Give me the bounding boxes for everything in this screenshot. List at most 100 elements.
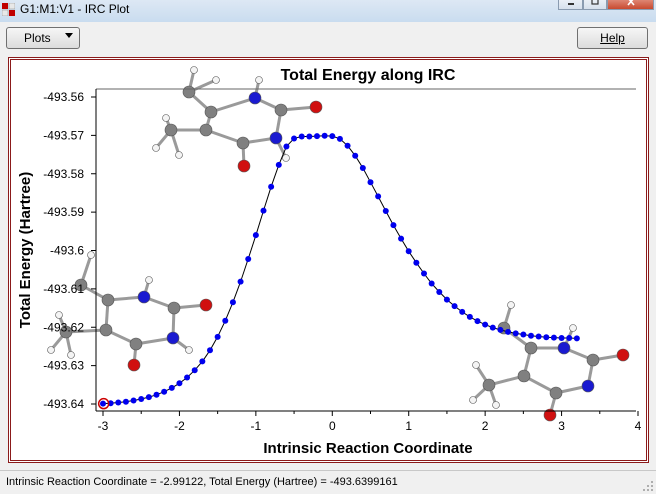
data-point[interactable] xyxy=(436,288,443,295)
data-point[interactable] xyxy=(138,396,145,403)
data-point[interactable] xyxy=(291,135,298,142)
data-point[interactable] xyxy=(161,388,168,395)
atom xyxy=(55,311,63,319)
data-point[interactable] xyxy=(229,299,236,306)
data-point[interactable] xyxy=(405,248,412,255)
close-button[interactable] xyxy=(607,0,654,10)
data-point[interactable] xyxy=(184,374,191,381)
data-point[interactable] xyxy=(489,324,496,331)
data-point[interactable] xyxy=(153,391,160,398)
data-point[interactable] xyxy=(512,330,519,337)
atom xyxy=(47,346,55,354)
data-point[interactable] xyxy=(168,384,175,391)
data-point[interactable] xyxy=(474,318,481,325)
y-tick-label: -493.62 xyxy=(43,320,84,334)
minimize-button[interactable] xyxy=(558,0,583,10)
atom xyxy=(87,251,95,259)
data-point[interactable] xyxy=(505,328,512,335)
x-axis-label: Intrinsic Reaction Coordinate xyxy=(263,440,472,457)
data-point[interactable] xyxy=(329,133,336,140)
data-point[interactable] xyxy=(100,400,106,407)
plots-label: Plots xyxy=(24,31,51,45)
data-point[interactable] xyxy=(214,333,221,340)
data-point[interactable] xyxy=(222,317,229,324)
title-bar[interactable]: G1:M1:V1 - IRC Plot xyxy=(0,0,656,22)
data-point[interactable] xyxy=(550,334,557,341)
plot-area[interactable]: -493.56 -493.57 -493.58 -493.59 -493.6 -493.6… xyxy=(8,57,649,463)
data-point[interactable] xyxy=(199,358,206,365)
atom xyxy=(167,301,181,315)
x-tick-label: -1 xyxy=(251,419,262,433)
bond xyxy=(210,96,256,114)
atom xyxy=(137,290,151,304)
data-point[interactable] xyxy=(336,135,343,142)
data-point[interactable] xyxy=(115,399,122,406)
data-point[interactable] xyxy=(466,313,473,320)
maximize-button[interactable] xyxy=(583,0,607,10)
data-point[interactable] xyxy=(375,193,382,200)
data-point[interactable] xyxy=(237,278,244,285)
bond xyxy=(205,128,244,145)
data-point[interactable] xyxy=(207,347,213,354)
data-point[interactable] xyxy=(314,133,320,140)
atom xyxy=(581,379,595,393)
data-point[interactable] xyxy=(566,334,573,341)
data-point[interactable] xyxy=(145,394,152,401)
data-point[interactable] xyxy=(268,183,275,190)
data-point[interactable] xyxy=(558,334,565,341)
data-point[interactable] xyxy=(260,207,267,214)
data-point[interactable] xyxy=(573,335,580,342)
data-point[interactable] xyxy=(275,161,282,168)
data-point[interactable] xyxy=(482,321,489,328)
atom xyxy=(67,351,75,359)
data-point[interactable] xyxy=(428,280,435,287)
y-tick-label: -493.61 xyxy=(43,282,84,296)
data-point[interactable] xyxy=(130,397,137,404)
data-point[interactable] xyxy=(321,132,328,139)
x-ticks: -3 -2 -1 0 1 2 3 4 xyxy=(98,411,642,433)
atom xyxy=(162,114,170,122)
selected-point-marker[interactable] xyxy=(97,397,110,410)
data-point[interactable] xyxy=(451,303,458,310)
data-point[interactable] xyxy=(535,333,542,340)
data-point[interactable] xyxy=(367,179,374,186)
data-point[interactable] xyxy=(283,143,290,150)
close-icon xyxy=(626,0,635,6)
help-button[interactable]: Help xyxy=(577,27,648,49)
molecule-top-left xyxy=(152,66,323,173)
plots-menu-button[interactable]: Plots xyxy=(6,27,80,49)
data-point[interactable] xyxy=(459,308,466,315)
data-point[interactable] xyxy=(298,133,305,140)
data-point[interactable] xyxy=(122,398,129,405)
data-point[interactable] xyxy=(252,232,259,239)
data-point[interactable] xyxy=(543,334,550,341)
data-point[interactable] xyxy=(443,296,450,303)
data-point[interactable] xyxy=(497,326,504,333)
data-point[interactable] xyxy=(344,142,351,149)
data-point[interactable] xyxy=(359,164,366,171)
y-tick-label: -493.63 xyxy=(43,359,84,373)
data-point[interactable] xyxy=(245,255,252,262)
data-point[interactable] xyxy=(306,133,313,140)
resize-grip-icon[interactable] xyxy=(642,480,654,492)
data-point[interactable] xyxy=(390,222,397,229)
data-point[interactable] xyxy=(413,259,420,266)
data-point[interactable] xyxy=(352,152,359,159)
atom xyxy=(199,123,213,137)
y-tick-label: -493.64 xyxy=(43,397,84,411)
window-title: G1:M1:V1 - IRC Plot xyxy=(20,2,130,16)
x-tick-label: 1 xyxy=(405,419,412,433)
data-point[interactable] xyxy=(421,270,427,277)
y-tick-label: -493.57 xyxy=(43,128,84,142)
atom xyxy=(204,105,218,119)
data-point[interactable] xyxy=(382,207,389,214)
atom xyxy=(517,369,531,383)
data-point[interactable] xyxy=(528,332,534,339)
data-point[interactable] xyxy=(398,235,405,242)
data-point[interactable] xyxy=(176,380,183,387)
irc-chart[interactable]: -493.56 -493.57 -493.58 -493.59 -493.6 -493.6… xyxy=(11,60,646,460)
data-point[interactable] xyxy=(520,331,527,338)
data-point[interactable] xyxy=(191,367,198,374)
x-tick-label: 0 xyxy=(329,419,336,433)
